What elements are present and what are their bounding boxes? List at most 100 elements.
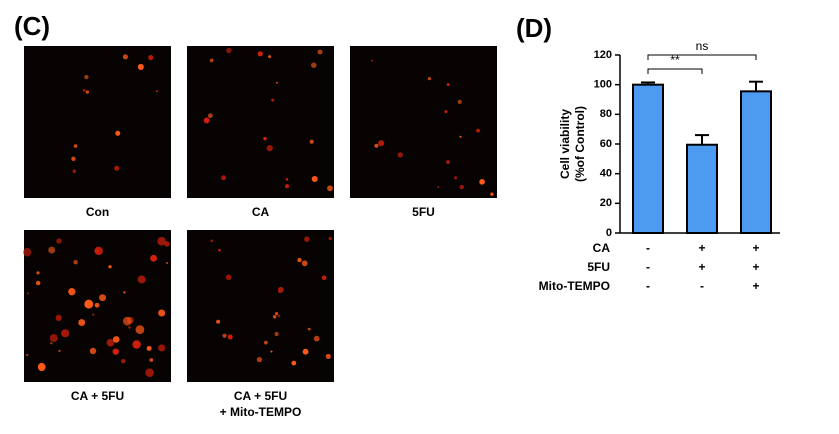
y-tick-label: 40 — [600, 168, 612, 180]
cell-dot — [115, 130, 121, 136]
cell-dot — [256, 356, 263, 363]
cell-dot — [266, 145, 273, 152]
cell-dot — [68, 288, 76, 296]
cell-dot — [209, 58, 214, 63]
condition-sign: + — [698, 241, 705, 255]
cell-dot — [137, 275, 146, 284]
cell-dot — [302, 348, 309, 355]
cell-dot — [317, 49, 323, 55]
significance-bracket — [647, 54, 757, 60]
cell-dot — [457, 99, 462, 105]
cell-dot — [135, 325, 145, 334]
bar — [686, 143, 718, 234]
condition-name: Mito-TEMPO — [539, 279, 610, 293]
condition-name: 5FU — [587, 260, 610, 274]
cell-dot — [164, 241, 170, 247]
cell-dot — [277, 314, 281, 318]
cell-dot — [157, 236, 166, 246]
cell-dot — [272, 315, 277, 319]
cell-dot — [122, 54, 128, 60]
cell-dot — [371, 59, 374, 62]
cell-dot — [454, 176, 458, 180]
cell-dot — [207, 113, 213, 119]
micrograph — [350, 46, 497, 198]
cell-dot — [291, 360, 297, 366]
image-caption: Con — [86, 205, 109, 219]
cell-dot — [36, 271, 40, 275]
micrograph — [187, 230, 334, 382]
cell-dot — [94, 302, 100, 308]
cell-dot — [121, 358, 126, 364]
cell-dot — [374, 143, 379, 148]
cell-dot — [145, 368, 154, 377]
cell-dot — [73, 144, 78, 148]
cell-dot — [225, 274, 232, 281]
cell-dot — [327, 185, 333, 192]
y-axis-label: (%of Control) — [573, 106, 587, 182]
cell-dot — [263, 136, 267, 141]
cell-dot — [285, 184, 290, 189]
cell-dot — [270, 350, 273, 353]
panel-label: (C) — [14, 11, 50, 41]
cell-dot — [114, 165, 120, 171]
cell-dot — [92, 313, 95, 316]
cell-dot — [490, 192, 494, 196]
cell-dot — [210, 239, 214, 243]
cell-dot — [89, 347, 97, 355]
cell-dot — [137, 63, 144, 70]
cell-dot — [257, 51, 263, 57]
cell-dot — [328, 236, 332, 241]
cell-dot — [158, 309, 166, 317]
cell-dot — [84, 299, 94, 309]
y-tick-label: 120 — [594, 49, 612, 61]
cell-dot — [128, 326, 131, 329]
cell-dot — [278, 290, 281, 294]
cell-dot — [35, 280, 41, 286]
condition-sign: + — [752, 279, 759, 293]
cell-dot — [99, 294, 107, 302]
cell-dot — [274, 331, 279, 337]
cell-dot — [203, 117, 210, 124]
cell-dot — [310, 62, 317, 68]
cell-dot — [275, 81, 278, 84]
y-tick-label: 60 — [600, 138, 612, 150]
cell-dot — [446, 83, 450, 86]
y-tick-label: 20 — [600, 197, 612, 209]
condition-sign: - — [646, 241, 650, 255]
cell-dot — [158, 344, 166, 352]
cell-dot — [321, 275, 327, 281]
significance-bracket — [647, 68, 703, 74]
cell-dot — [50, 342, 53, 345]
cell-dot — [22, 248, 32, 257]
cell-dot — [222, 333, 227, 338]
cell-dot — [218, 248, 221, 252]
cell-dot — [56, 238, 62, 244]
bar — [632, 83, 664, 234]
condition-sign: - — [646, 279, 650, 293]
cell-dot — [37, 363, 46, 372]
cell-dot — [26, 353, 29, 357]
cell-dot — [307, 327, 311, 331]
cell-dot — [48, 246, 56, 254]
cell-dot — [459, 135, 462, 138]
cell-dot — [264, 340, 268, 345]
cell-dot — [85, 90, 90, 94]
cell-dot — [150, 254, 158, 262]
cell-dot — [149, 358, 154, 362]
cell-dot — [378, 140, 385, 147]
cell-dot — [166, 261, 169, 265]
cell-dot — [78, 319, 86, 327]
cell-dot — [108, 265, 112, 269]
cell-dot — [226, 47, 232, 54]
cell-dot — [427, 76, 432, 81]
condition-sign: + — [752, 260, 759, 274]
condition-sign: - — [646, 260, 650, 274]
cell-dot — [123, 291, 126, 294]
cell-dot — [304, 236, 310, 242]
y-tick-label: 100 — [594, 79, 612, 91]
cell-dot — [297, 257, 302, 263]
y-axis-label: Cell viability — [558, 109, 572, 179]
micrograph — [24, 46, 171, 198]
cell-dot — [61, 329, 70, 338]
